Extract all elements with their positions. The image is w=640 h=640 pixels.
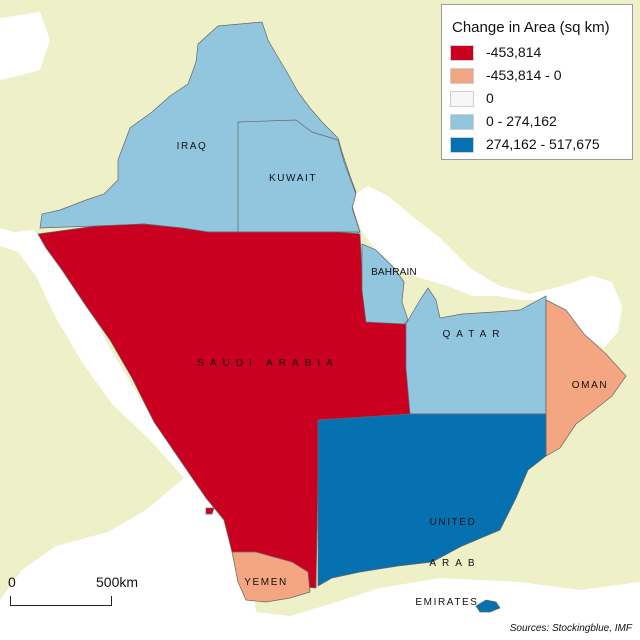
legend-label: -453,814	[486, 44, 542, 60]
region-uae	[317, 413, 547, 587]
label-yemen: YEMEN	[244, 577, 288, 588]
label-uae-line-3: EMIRATES	[415, 597, 478, 608]
region-yemen	[231, 551, 311, 603]
legend-item: 0 - 274,162	[450, 113, 630, 134]
legend-label: 0 - 274,162	[486, 113, 557, 129]
legend-swatch	[450, 45, 474, 61]
legend-swatch	[450, 137, 474, 153]
legend-swatch	[450, 91, 474, 107]
mediterranean-sea	[0, 12, 50, 80]
legend: Change in Area (sq km) -453,814 -453,814…	[441, 4, 633, 160]
scale-bar-line	[10, 596, 112, 606]
uae-island	[475, 599, 501, 613]
legend-swatch	[450, 114, 474, 130]
legend-label: 0	[486, 90, 494, 106]
label-oman: OMAN	[572, 380, 608, 391]
label-kuwait: KUWAIT	[269, 173, 317, 184]
label-saudi-arabia: SAUDI ARABIA	[197, 358, 338, 369]
legend-item: 274,162 - 517,675	[450, 136, 630, 157]
persian-gulf	[352, 186, 622, 348]
scale-start-label: 0	[8, 574, 16, 590]
countries	[37, 21, 627, 613]
region-bahrain	[361, 243, 409, 325]
legend-item: -453,814	[450, 44, 630, 65]
label-qatar: QATAR	[443, 329, 506, 340]
red-sea	[0, 228, 640, 640]
legend-title: Change in Area (sq km)	[452, 19, 610, 36]
region-labels: IRAQ KUWAIT BAHRAIN QATAR SAUDI ARABIA O…	[177, 141, 608, 608]
label-uae-line-2: ARAB	[429, 558, 480, 569]
scale-end-label: 500km	[96, 574, 139, 590]
scale-bar: 0 500km	[8, 574, 138, 610]
legend-item: 0	[450, 90, 630, 111]
legend-label: -453,814 - 0	[486, 67, 562, 83]
legend-item: -453,814 - 0	[450, 67, 630, 88]
legend-swatch	[450, 68, 474, 84]
label-uae-line-1: UNITED	[430, 517, 477, 528]
sources-credit: Sources: Stockingblue, IMF	[509, 623, 632, 634]
saudi-islet	[205, 507, 215, 515]
label-iraq: IRAQ	[177, 141, 208, 152]
region-oman	[545, 299, 627, 457]
legend-label: 274,162 - 517,675	[486, 136, 600, 152]
water-bodies	[0, 12, 640, 640]
label-bahrain: BAHRAIN	[371, 267, 417, 278]
